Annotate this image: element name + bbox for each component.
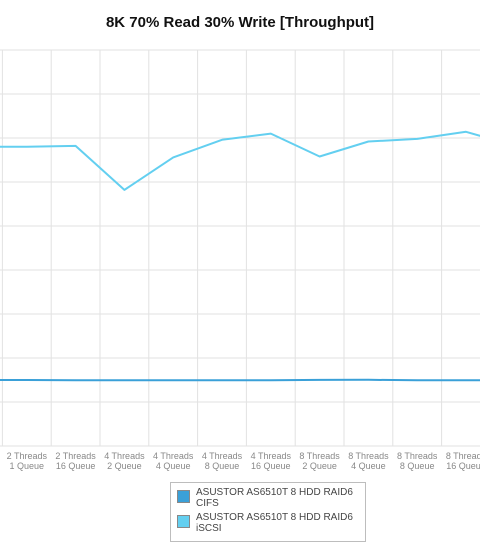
legend-item-iscsi[interactable]: ASUSTOR AS6510T 8 HDD RAID6 iSCSI bbox=[175, 512, 361, 534]
legend: ASUSTOR AS6510T 8 HDD RAID6 CIFS ASUSTOR… bbox=[170, 482, 366, 542]
x-tick-label: 4 Threads 16 Queue bbox=[251, 451, 292, 471]
legend-swatch-iscsi bbox=[177, 515, 190, 528]
legend-item-cifs[interactable]: ASUSTOR AS6510T 8 HDD RAID6 CIFS bbox=[175, 487, 361, 509]
legend-label-cifs: ASUSTOR AS6510T 8 HDD RAID6 CIFS bbox=[196, 487, 353, 509]
x-tick-label: 8 Threads 2 Queue bbox=[299, 451, 340, 471]
x-tick-label: 8 Threads 8 Queue bbox=[397, 451, 438, 471]
grid-lines bbox=[0, 49, 480, 447]
x-tick-label: 8 Threads 4 Queue bbox=[348, 451, 389, 471]
series-lines bbox=[0, 130, 480, 382]
x-tick-label: 4 Threads 2 Queue bbox=[104, 451, 145, 471]
x-tick-label: 2 Threads 16 Queue bbox=[55, 451, 96, 471]
legend-label-iscsi: ASUSTOR AS6510T 8 HDD RAID6 iSCSI bbox=[196, 512, 353, 534]
x-tick-label: 4 Threads 8 Queue bbox=[202, 451, 243, 471]
series-line-iscsi bbox=[0, 130, 480, 191]
series-line-cifs bbox=[0, 378, 480, 382]
x-tick-label: 4 Threads 4 Queue bbox=[153, 451, 194, 471]
x-tick-label: 2 Threads 1 Queue bbox=[7, 451, 48, 471]
chart-title: 8K 70% Read 30% Write [Throughput] bbox=[105, 14, 375, 31]
legend-swatch-cifs bbox=[177, 490, 190, 503]
